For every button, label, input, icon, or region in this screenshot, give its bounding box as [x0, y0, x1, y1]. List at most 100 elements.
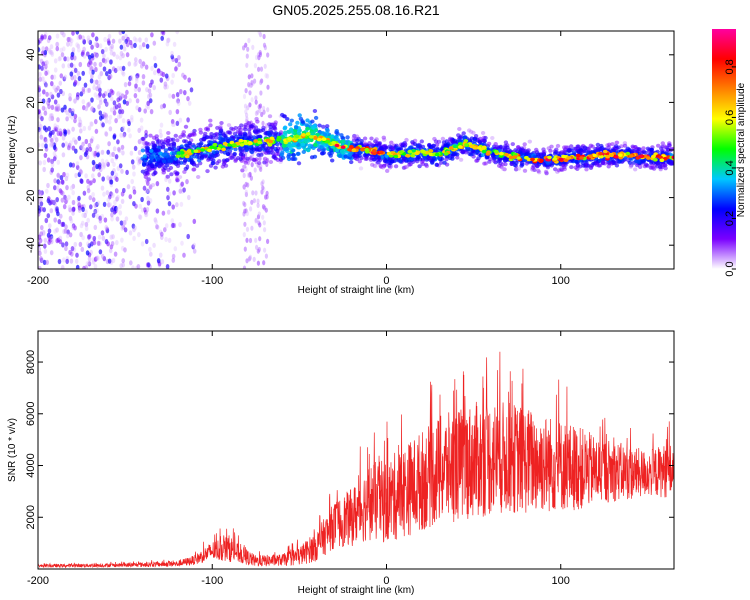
spectrogram-cell	[178, 117, 183, 123]
spectrogram-cell	[82, 46, 86, 52]
spectrogram-cell	[247, 37, 251, 44]
spectrogram-cell	[60, 221, 65, 227]
spectrogram-cell	[140, 136, 145, 141]
spectrogram-cell	[150, 140, 156, 145]
spectrogram-cell	[250, 225, 254, 231]
spectrogram-cell	[441, 140, 447, 145]
spectrogram-cell	[87, 125, 92, 131]
spectrogram-cell	[155, 208, 160, 214]
spectrogram-cell	[140, 207, 145, 213]
spectrogram-cell	[364, 147, 370, 152]
spectrogram-cell	[214, 132, 219, 136]
spectrogram-cell	[263, 146, 268, 151]
spectrogram-cell	[233, 158, 238, 163]
spectrogram-cell	[335, 137, 340, 142]
spectrogram-cell	[64, 175, 69, 182]
spectrogram-cell	[371, 149, 377, 153]
spectrogram-cell	[245, 226, 250, 232]
spectrogram-cell	[118, 113, 123, 119]
spectrogram-cell	[38, 127, 41, 133]
spectrogram-cell	[515, 145, 521, 150]
spectrogram-cell	[55, 46, 60, 52]
spectrogram-cell	[47, 104, 51, 110]
spectrogram-cell	[115, 54, 120, 60]
spectrogram-cell	[48, 116, 52, 122]
spectrogram-cell	[261, 214, 265, 220]
spectrogram-cell	[133, 93, 138, 99]
spectrogram-cell	[43, 248, 48, 254]
spectrogram-cell	[633, 167, 638, 172]
spectrogram-cell	[183, 90, 187, 96]
spectrogram-cell	[313, 115, 319, 120]
spectrogram-cell	[359, 139, 364, 143]
spectrogram-cell	[186, 96, 190, 102]
spectrogram-cell	[72, 137, 76, 143]
spectrogram-cell	[264, 73, 268, 79]
spectrogram-cell	[144, 64, 149, 70]
spectrogram-cell	[69, 38, 74, 44]
spectrogram-cell	[396, 147, 401, 152]
spectrogram-cell	[354, 157, 360, 162]
spectrogram-cell	[86, 102, 90, 108]
spectrogram-cell	[671, 155, 674, 160]
spectrogram-cell	[649, 163, 655, 168]
spectrogram-cell	[152, 144, 157, 148]
spectrogram-cell	[250, 73, 254, 79]
spectrogram-cell	[102, 256, 107, 262]
spectrogram-cell	[77, 171, 82, 178]
spectrogram-cell	[140, 196, 144, 203]
spectrogram-cell	[254, 237, 258, 243]
spectrogram-cell	[258, 52, 262, 58]
spectrogram-cell	[390, 159, 395, 164]
spectrogram-cell	[153, 217, 158, 223]
spectrogram-cell	[123, 247, 127, 253]
spectrogram-cell	[105, 71, 109, 77]
spectrogram-cell	[174, 66, 178, 72]
spectrogram-cell	[88, 146, 93, 152]
spectrogram-cell	[287, 137, 293, 141]
spectrogram-cell	[62, 257, 66, 263]
spectrogram-cell	[59, 88, 63, 95]
spectrogram-cell	[66, 129, 71, 135]
spectrogram-cell	[107, 75, 111, 81]
spectrogram-cell	[201, 137, 207, 142]
spectrogram-cell	[249, 175, 253, 181]
spectrogram-cell	[114, 188, 119, 194]
spectrogram-cell	[128, 75, 132, 81]
spectrogram-cell	[175, 98, 180, 104]
spectrogram-cell	[335, 131, 340, 136]
spectrogram-cell	[267, 114, 273, 119]
spectrogram-cell	[219, 121, 224, 125]
spectrogram-cell	[257, 161, 262, 165]
spectrogram-cell	[434, 142, 440, 147]
spectrogram-cell	[67, 36, 72, 43]
spectrogram-cell	[428, 152, 434, 157]
spectrogram-cell	[215, 152, 220, 157]
spectrogram-cell	[403, 165, 408, 170]
spectrogram-cell	[57, 180, 61, 186]
spectrogram-cell	[349, 160, 354, 165]
spectrogram-cell	[163, 81, 168, 87]
spectrogram-cell	[59, 189, 64, 195]
spectrogram-cell	[164, 73, 169, 79]
spectrogram-cell	[53, 123, 57, 129]
spectrogram-cell	[43, 243, 47, 249]
spectrogram-cell	[166, 186, 170, 192]
spectrogram-cell	[251, 157, 256, 162]
spectrogram-cell	[82, 38, 86, 45]
spectrogram-cell	[481, 145, 487, 150]
spectrogram-cell	[108, 73, 113, 79]
spectrogram-cell	[112, 100, 117, 106]
spectrogram-cell	[64, 199, 68, 205]
spectrogram-cell	[38, 64, 41, 70]
spectrogram-cell	[91, 159, 96, 166]
spectrogram-cell	[90, 44, 94, 50]
spectrogram-cell	[96, 255, 100, 261]
snr-panel: -200 -100 0 100 2000 4000 6000 8000 Height of …	[7, 330, 675, 596]
spectrogram-cell	[141, 74, 146, 80]
spectrogram-cell	[75, 252, 79, 258]
spectrogram-cell	[257, 134, 263, 139]
spectrogram-cell	[245, 156, 250, 161]
spectrogram-cell	[78, 122, 83, 128]
